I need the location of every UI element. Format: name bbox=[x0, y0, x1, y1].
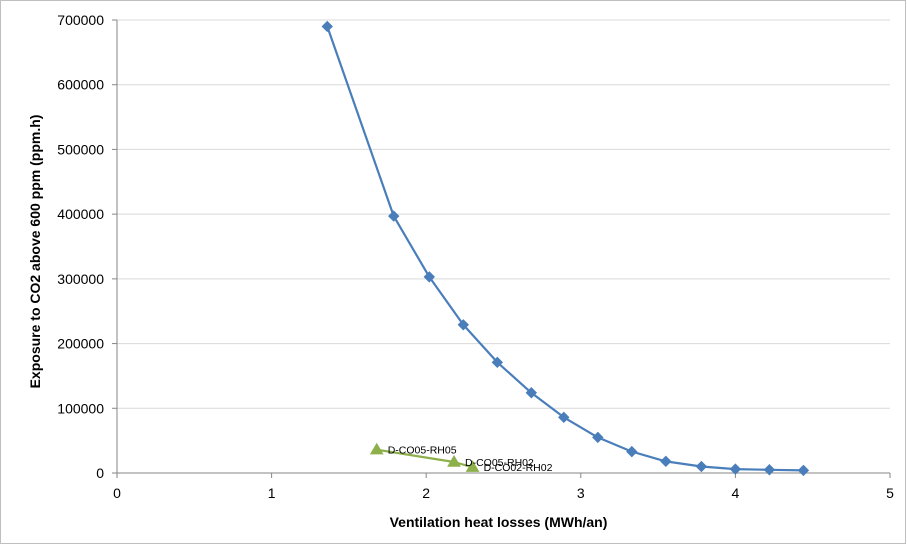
series-1-point-5 bbox=[491, 356, 504, 369]
x-tick-label-4: 4 bbox=[732, 485, 740, 501]
series-1-point-4 bbox=[457, 319, 470, 331]
axes bbox=[112, 19, 891, 478]
y-tick-label-100000: 100000 bbox=[57, 400, 104, 416]
y-tick-label-200000: 200000 bbox=[57, 336, 104, 352]
x-axis-title: Ventilation heat losses (MWh/an) bbox=[390, 514, 608, 530]
y-tick-label-300000: 300000 bbox=[57, 271, 104, 287]
series-1-point-11 bbox=[695, 460, 708, 473]
x-tick-label-3: 3 bbox=[577, 485, 585, 501]
series-2-point-1 bbox=[369, 442, 384, 455]
y-axis-title: Exposure to CO2 above 600 ppm (ppm.h) bbox=[27, 115, 43, 389]
series-1-line bbox=[326, 26, 804, 472]
x-tick-label-2: 2 bbox=[422, 485, 430, 501]
series-layer bbox=[321, 20, 810, 477]
series-1-point-14 bbox=[797, 464, 810, 477]
series-1-point-8 bbox=[592, 431, 604, 444]
gridlines bbox=[117, 19, 890, 409]
x-tick-label-1: 1 bbox=[268, 485, 276, 501]
series-1-point-2 bbox=[388, 210, 400, 222]
series-1-point-3 bbox=[423, 271, 435, 283]
series-1-point-7 bbox=[558, 411, 570, 424]
tick-labels: 0 100000 200000 300000 400000 500000 600000 700… bbox=[57, 12, 894, 501]
series-1-point-12 bbox=[729, 463, 742, 475]
series-1-point-9 bbox=[626, 445, 638, 458]
series-2-point-3 bbox=[465, 460, 480, 472]
y-tick-label-400000: 400000 bbox=[57, 206, 104, 222]
y-tick-label-600000: 600000 bbox=[57, 77, 104, 93]
series-1-point-6 bbox=[525, 387, 538, 399]
x-tick-label-0: 0 bbox=[113, 485, 121, 501]
point-label-D-CO05-RH02: D-CO05-RH02 bbox=[465, 457, 534, 469]
series-1-point-13 bbox=[763, 464, 776, 476]
y-tick-label-700000: 700000 bbox=[57, 12, 104, 28]
series-1-point-1 bbox=[321, 20, 333, 33]
point-label-D-CO02-RH02: D-CO02-RH02 bbox=[484, 462, 553, 474]
x-tick-label-5: 5 bbox=[886, 485, 894, 501]
series-1-point-10 bbox=[660, 455, 672, 468]
y-tick-label-500000: 500000 bbox=[57, 141, 104, 157]
series-2-point-2 bbox=[447, 455, 461, 467]
point-label-D-CO05-RH05: D-CO05-RH05 bbox=[388, 445, 457, 457]
y-tick-label-0: 0 bbox=[96, 465, 104, 481]
